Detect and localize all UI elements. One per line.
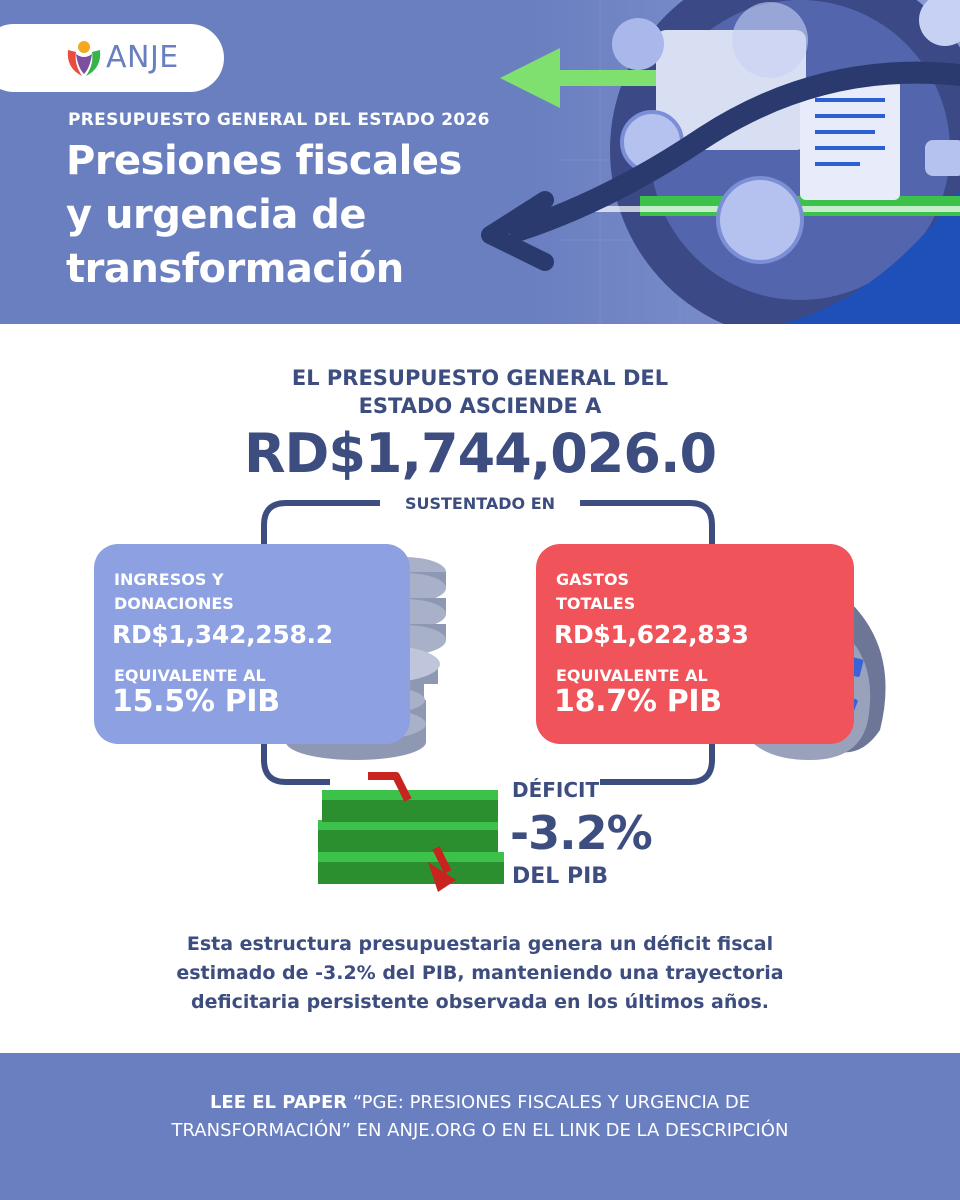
income-label-line: INGRESOS Y [114,570,224,589]
footer-cta: LEE EL PAPER “PGE: PRESIONES FISCALES Y … [40,1089,920,1145]
income-pct: 15.5% PIB [112,684,280,719]
income-amount: RD$1,342,258.2 [112,620,333,649]
budget-intro: EL PRESUPUESTO GENERAL DEL ESTADO ASCIEN… [0,364,960,420]
footer-line: TRANSFORMACIÓN” EN ANJE.ORG O EN EL LINK… [171,1120,789,1141]
page-title: Presiones fiscales y urgencia de transfo… [66,134,486,296]
footer-line-rest: “PGE: PRESIONES FISCALES Y URGENCIA DE [347,1092,751,1113]
spending-amount: RD$1,622,833 [554,620,749,649]
title-line: Presiones fiscales [66,138,462,184]
brand-name: ANJE [106,40,179,75]
description-line: Esta estructura presupuestaria genera un… [186,933,774,955]
intro-line: EL PRESUPUESTO GENERAL DEL [291,366,669,390]
diagram-art: 1 [261,500,886,892]
title-line: transformación [66,246,404,292]
connector-label: SUSTENTADO EN [380,492,580,515]
footer-banner: LEE EL PAPER “PGE: PRESIONES FISCALES Y … [0,1053,960,1200]
deficit-label: DÉFICIT [512,778,600,802]
logo-pill [0,24,224,92]
spending-label-line: TOTALES [556,594,636,613]
header-banner: ANJE PRESUPUESTO GENERAL DEL ESTADO 2026… [0,0,960,324]
deficit-value: -3.2% [510,806,653,860]
footer-line: LEE EL PAPER “PGE: PRESIONES FISCALES Y … [40,1089,920,1117]
income-label-line: DONACIONES [114,594,234,613]
spending-pct: 18.7% PIB [554,684,722,719]
logo-icon [67,41,101,76]
trend-arrow-icon [368,772,456,892]
spending-card: GASTOS TOTALES RD$1,622,833 EQUIVALENTE … [536,544,854,744]
spending-equiv-label: EQUIVALENTE AL [556,666,708,685]
income-label: INGRESOS Y DONACIONES [114,568,234,616]
description-line: deficitaria persistente observada en los… [191,991,769,1013]
footer-lead: LEE EL PAPER [209,1092,348,1113]
intro-line: ESTADO ASCIENDE A [358,394,602,418]
description-line: estimado de -3.2% del PIB, manteniendo u… [176,962,784,984]
cash-stack-icon [318,790,504,884]
income-equiv-label: EQUIVALENTE AL [114,666,266,685]
spending-label: GASTOS TOTALES [556,568,635,616]
description: Esta estructura presupuestaria genera un… [80,930,880,1017]
spending-label-line: GASTOS [556,570,630,589]
title-line: y urgencia de [66,192,367,238]
income-card: INGRESOS Y DONACIONES RD$1,342,258.2 EQU… [94,544,410,744]
deficit-unit: DEL PIB [512,864,609,889]
header-kicker: PRESUPUESTO GENERAL DEL ESTADO 2026 [68,110,490,130]
budget-total: RD$1,744,026.0 [243,422,717,485]
